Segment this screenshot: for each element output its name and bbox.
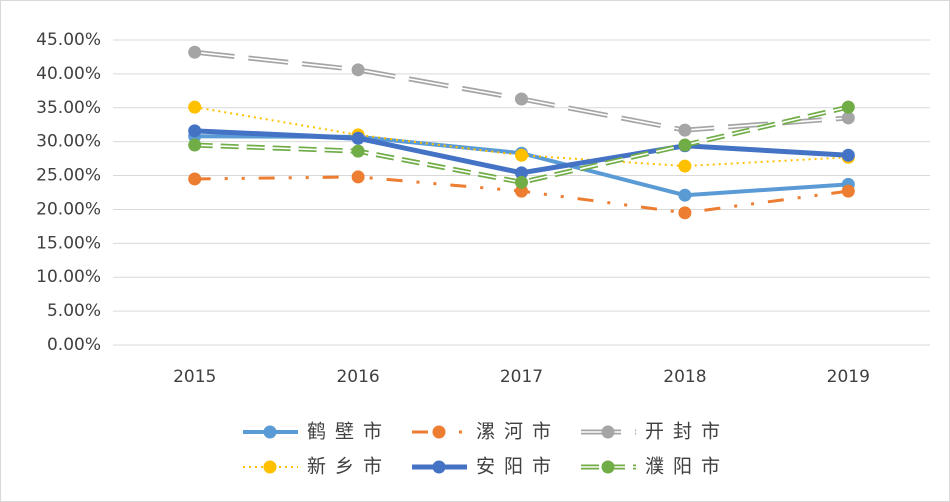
x-tick-label: 2015 <box>173 367 216 387</box>
legend-marker <box>601 425 615 439</box>
x-tick-label: 2018 <box>663 367 706 387</box>
data-point <box>188 100 202 114</box>
x-tick-label: 2016 <box>336 367 379 387</box>
data-point <box>351 170 365 184</box>
y-tick-label: 35.00% <box>36 98 101 118</box>
legend-marker <box>432 460 446 474</box>
legend-label: 鹤壁市 <box>307 421 391 443</box>
legend-label: 安阳市 <box>476 456 560 478</box>
legend-marker <box>263 425 277 439</box>
legend-marker <box>601 460 615 474</box>
data-point <box>188 45 202 59</box>
y-tick-label: 0.00% <box>47 335 101 355</box>
legend-label: 开封市 <box>645 421 729 443</box>
data-point <box>188 172 202 186</box>
x-tick-label: 2019 <box>827 367 870 387</box>
data-point <box>351 131 365 145</box>
data-point <box>515 92 528 106</box>
data-point <box>515 166 528 180</box>
legend-marker <box>432 425 446 439</box>
data-point <box>515 175 528 189</box>
data-point <box>515 148 528 162</box>
data-point <box>678 123 692 137</box>
data-point <box>678 159 692 173</box>
y-tick-label: 20.00% <box>36 199 101 219</box>
y-tick-label: 15.00% <box>36 233 101 253</box>
data-point <box>841 100 855 114</box>
data-point <box>351 144 365 158</box>
y-tick-label: 5.00% <box>47 301 101 321</box>
data-point <box>841 184 855 198</box>
legend-label: 新乡市 <box>307 456 391 478</box>
data-point <box>841 111 855 125</box>
y-tick-label: 45.00% <box>36 30 101 50</box>
y-tick-label: 10.00% <box>36 267 101 287</box>
legend-label: 濮阳市 <box>645 456 729 478</box>
data-point <box>841 148 855 162</box>
y-tick-label: 40.00% <box>36 64 101 84</box>
legend-marker <box>263 460 277 474</box>
legend-label: 漯河市 <box>476 421 560 443</box>
data-point <box>678 138 692 152</box>
x-tick-label: 2017 <box>500 367 543 387</box>
data-point <box>351 63 365 77</box>
data-point <box>188 124 202 138</box>
data-point <box>678 206 692 220</box>
y-tick-label: 25.00% <box>36 166 101 186</box>
data-point <box>188 138 202 152</box>
y-tick-label: 30.00% <box>36 132 101 152</box>
data-point <box>678 188 692 202</box>
